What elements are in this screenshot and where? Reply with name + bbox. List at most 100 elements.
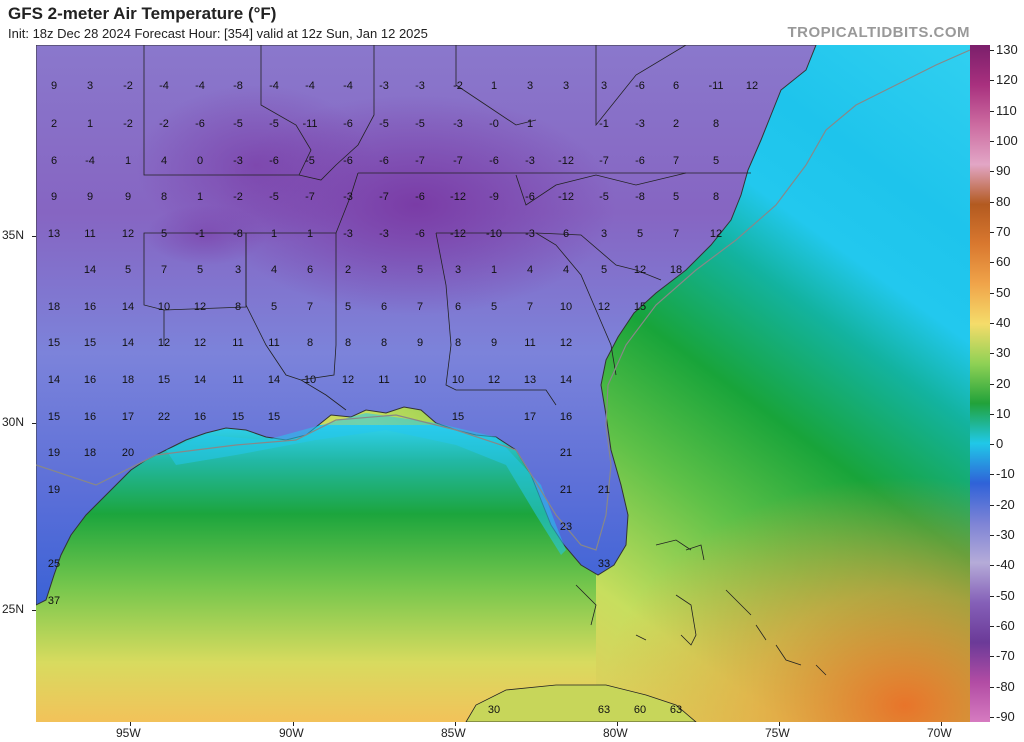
temperature-value-label: 11 bbox=[232, 337, 243, 349]
temperature-value-label: 12 bbox=[488, 374, 500, 386]
temperature-value-label: 21 bbox=[598, 484, 610, 496]
colorbar-tick bbox=[990, 383, 994, 385]
temperature-value-label: 19 bbox=[48, 447, 60, 459]
chart-title: GFS 2-meter Air Temperature (°F) bbox=[8, 4, 277, 23]
temperature-value-label: 3 bbox=[87, 80, 93, 92]
colorbar-label: -90 bbox=[996, 709, 1015, 724]
temperature-value-label: 5 bbox=[601, 264, 607, 276]
temperature-value-label: 12 bbox=[158, 337, 170, 349]
colorbar-tick bbox=[990, 80, 994, 82]
temperature-value-label: -4 bbox=[159, 80, 169, 92]
lat-tick bbox=[32, 423, 36, 424]
colorbar-tick bbox=[990, 201, 994, 203]
temperature-value-label: 5 bbox=[491, 301, 497, 313]
colorbar-label: 10 bbox=[996, 405, 1011, 421]
temperature-value-label: 7 bbox=[673, 228, 679, 240]
temperature-value-label: 12 bbox=[634, 264, 646, 276]
temperature-value-label: 17 bbox=[122, 411, 134, 423]
temperature-value-label: 7 bbox=[527, 301, 533, 313]
colorbar-tick bbox=[990, 231, 994, 233]
colorbar-label: 30 bbox=[996, 345, 1011, 361]
temperature-value-label: 5 bbox=[271, 301, 277, 313]
temperature-value-label: -6 bbox=[195, 118, 205, 130]
temperature-value-label: 14 bbox=[268, 374, 280, 386]
temperature-value-label: -6 bbox=[635, 80, 645, 92]
temperature-value-label: -2 bbox=[159, 118, 169, 130]
temperature-value-label: 16 bbox=[194, 411, 206, 423]
lon-label-90w: 90W bbox=[279, 726, 304, 740]
temperature-value-label: 8 bbox=[307, 337, 313, 349]
temperature-value-label: -12 bbox=[450, 191, 466, 203]
colorbar-tick bbox=[990, 292, 994, 294]
temperature-value-label: 15 bbox=[634, 301, 646, 313]
temperature-value-label: 3 bbox=[563, 80, 569, 92]
temperature-value-label: 3 bbox=[601, 80, 607, 92]
temperature-value-label: -6 bbox=[343, 155, 353, 167]
temperature-value-label: 14 bbox=[194, 374, 206, 386]
lon-tick bbox=[130, 722, 131, 726]
temperature-value-label: 19 bbox=[48, 484, 60, 496]
temperature-value-label: 63 bbox=[670, 704, 682, 716]
temperature-value-label: -3 bbox=[525, 155, 535, 167]
temperature-value-label: -6 bbox=[525, 191, 535, 203]
temperature-value-label: -5 bbox=[233, 118, 243, 130]
temperature-value-label: 5 bbox=[417, 264, 423, 276]
temperature-value-label: -7 bbox=[379, 191, 389, 203]
temperature-value-label: -2 bbox=[123, 118, 133, 130]
colorbar-tick bbox=[990, 322, 994, 324]
temperature-value-label: -12 bbox=[450, 228, 466, 240]
temperature-value-label: 22 bbox=[158, 411, 170, 423]
temperature-value-label: -3 bbox=[525, 228, 535, 240]
colorbar-tick bbox=[990, 504, 994, 506]
lat-label-30n: 30N bbox=[2, 415, 25, 429]
colorbar-label: 20 bbox=[996, 375, 1011, 391]
lon-tick bbox=[293, 722, 294, 726]
colorbar-label: -30 bbox=[996, 527, 1015, 543]
temperature-value-label: 37 bbox=[48, 595, 60, 607]
colorbar-tick bbox=[990, 353, 994, 355]
temperature-value-label: 16 bbox=[560, 411, 572, 423]
temperature-value-label: 12 bbox=[194, 301, 206, 313]
temperature-value-label: -4 bbox=[195, 80, 205, 92]
temperature-value-label: -3 bbox=[415, 80, 425, 92]
temperature-value-label: -3 bbox=[379, 228, 389, 240]
temperature-value-label: -0 bbox=[489, 118, 499, 130]
temperature-value-label: 8 bbox=[455, 337, 461, 349]
temperature-value-label: 63 bbox=[598, 704, 610, 716]
temperature-value-label: 1 bbox=[125, 155, 131, 167]
temperature-value-label: -12 bbox=[558, 191, 574, 203]
colorbar-label: 120 bbox=[996, 72, 1018, 88]
temperature-value-label: 5 bbox=[197, 264, 203, 276]
temperature-value-label: 21 bbox=[560, 484, 572, 496]
temperature-value-label: 10 bbox=[414, 374, 426, 386]
lat-tick bbox=[32, 610, 36, 611]
colorbar-label: 50 bbox=[996, 284, 1011, 300]
lat-label-25n: 25N bbox=[2, 602, 25, 616]
temperature-value-label: 18 bbox=[48, 301, 60, 313]
colorbar-tick bbox=[990, 686, 994, 688]
temperature-value-label: 17 bbox=[524, 411, 536, 423]
temperature-value-label: 10 bbox=[560, 301, 572, 313]
colorbar-tick bbox=[990, 413, 994, 415]
temperature-value-label: 12 bbox=[194, 337, 206, 349]
temperature-value-label: -5 bbox=[599, 191, 609, 203]
colorbar-label: -20 bbox=[996, 496, 1015, 512]
temperature-value-label: 5 bbox=[673, 191, 679, 203]
lon-tick bbox=[779, 722, 780, 726]
lat-label-35n: 35N bbox=[2, 228, 25, 242]
colorbar-tick bbox=[990, 110, 994, 112]
lon-label-85w: 85W bbox=[441, 726, 466, 740]
temperature-value-label: 8 bbox=[161, 191, 167, 203]
lon-tick bbox=[455, 722, 456, 726]
temperature-value-label: -5 bbox=[379, 118, 389, 130]
temperature-value-label: 33 bbox=[598, 558, 610, 570]
lon-tick bbox=[941, 722, 942, 726]
temperature-value-label: -2 bbox=[453, 80, 463, 92]
chart-subtitle: Init: 18z Dec 28 2024 Forecast Hour: [35… bbox=[8, 26, 428, 41]
temperature-value-label: 4 bbox=[527, 264, 533, 276]
temperature-value-label: 12 bbox=[560, 337, 572, 349]
temperature-value-label: 18 bbox=[670, 264, 682, 276]
temperature-value-label: -4 bbox=[85, 155, 95, 167]
temperature-value-label: 12 bbox=[122, 228, 134, 240]
colorbar-tick bbox=[990, 474, 994, 476]
